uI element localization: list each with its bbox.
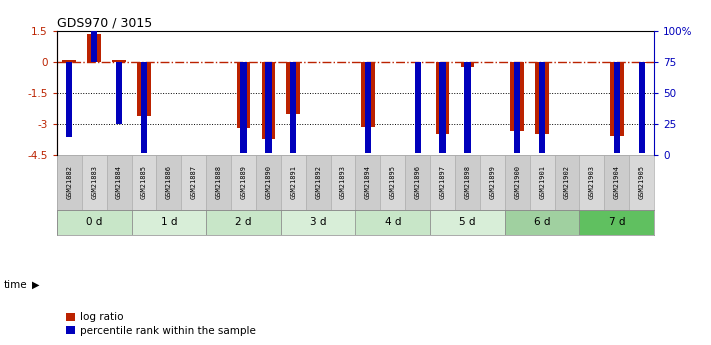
Bar (156, 155, 181, 210)
Text: GSM21898: GSM21898 (464, 166, 471, 199)
Bar (63, 60, 76, 62)
Bar (82, 155, 107, 210)
Text: ▶: ▶ (32, 280, 40, 289)
Bar (132, 155, 156, 210)
Text: GSM21886: GSM21886 (166, 166, 172, 199)
Bar (614, 62, 620, 153)
Bar (480, 155, 505, 210)
Text: 6 d: 6 d (534, 217, 550, 227)
Text: 7 d: 7 d (609, 217, 625, 227)
Bar (57, 155, 82, 210)
Text: GSM21896: GSM21896 (415, 166, 421, 199)
Text: 1 d: 1 d (161, 217, 177, 227)
Bar (530, 155, 555, 210)
Bar (231, 155, 256, 210)
Text: 5 d: 5 d (459, 217, 476, 227)
Text: GSM21891: GSM21891 (290, 166, 296, 199)
Bar (430, 210, 505, 235)
Text: 0 d: 0 d (86, 217, 102, 227)
Legend: log ratio, percentile rank within the sample: log ratio, percentile rank within the sa… (62, 308, 260, 340)
Bar (430, 155, 455, 210)
Bar (290, 62, 296, 153)
Bar (461, 62, 474, 67)
Text: time: time (4, 280, 27, 289)
Bar (514, 62, 520, 153)
Bar (87, 34, 101, 62)
Text: GSM21900: GSM21900 (514, 166, 520, 199)
Bar (579, 210, 654, 235)
Bar (132, 210, 206, 235)
Text: GSM21883: GSM21883 (91, 166, 97, 199)
Text: GSM21882: GSM21882 (66, 166, 73, 199)
Text: GSM21884: GSM21884 (116, 166, 122, 199)
Bar (287, 62, 300, 114)
Bar (439, 62, 446, 153)
Bar (535, 62, 549, 135)
Text: GSM21887: GSM21887 (191, 166, 197, 199)
Bar (638, 62, 645, 153)
Bar (361, 62, 375, 127)
Bar (604, 155, 629, 210)
Bar (256, 155, 281, 210)
Bar (380, 155, 405, 210)
Bar (57, 210, 132, 235)
Text: GSM21890: GSM21890 (265, 166, 272, 199)
Text: GSM21902: GSM21902 (564, 166, 570, 199)
Bar (505, 210, 579, 235)
Text: GSM21894: GSM21894 (365, 166, 371, 199)
Bar (579, 155, 604, 210)
Bar (306, 155, 331, 210)
Bar (635, 62, 648, 63)
Text: GSM21885: GSM21885 (141, 166, 147, 199)
Text: GSM21893: GSM21893 (340, 166, 346, 199)
Bar (405, 155, 430, 210)
Text: 2 d: 2 d (235, 217, 252, 227)
Text: GSM21897: GSM21897 (439, 166, 446, 199)
Text: GSM21904: GSM21904 (614, 166, 620, 199)
Bar (436, 62, 449, 135)
Bar (505, 155, 530, 210)
Text: GSM21903: GSM21903 (589, 166, 595, 199)
Bar (365, 62, 371, 153)
Bar (206, 210, 281, 235)
Bar (629, 155, 654, 210)
Bar (237, 62, 250, 128)
Text: GSM21905: GSM21905 (638, 166, 645, 199)
Bar (415, 62, 421, 153)
Bar (281, 210, 356, 235)
Text: 3 d: 3 d (310, 217, 326, 227)
Bar (281, 155, 306, 210)
Bar (356, 210, 430, 235)
Bar (331, 155, 356, 210)
Bar (262, 62, 275, 139)
Bar (66, 62, 73, 137)
Bar (116, 62, 122, 124)
Bar (555, 155, 579, 210)
Bar (112, 60, 126, 62)
Bar (206, 155, 231, 210)
Bar (181, 155, 206, 210)
Text: GSM21899: GSM21899 (489, 166, 496, 199)
Bar (137, 62, 151, 116)
Bar (610, 62, 624, 136)
Bar (356, 155, 380, 210)
Text: GSM21889: GSM21889 (240, 166, 247, 199)
Bar (455, 155, 480, 210)
Bar (91, 31, 97, 62)
Bar (107, 155, 132, 210)
Text: GSM21888: GSM21888 (215, 166, 222, 199)
Text: GSM21892: GSM21892 (315, 166, 321, 199)
Bar (141, 62, 147, 153)
Text: GSM21901: GSM21901 (539, 166, 545, 199)
Bar (539, 62, 545, 153)
Bar (510, 62, 524, 131)
Bar (265, 62, 272, 153)
Text: GSM21895: GSM21895 (390, 166, 396, 199)
Text: GDS970 / 3015: GDS970 / 3015 (57, 17, 152, 30)
Bar (464, 62, 471, 153)
Text: 4 d: 4 d (385, 217, 401, 227)
Bar (240, 62, 247, 153)
